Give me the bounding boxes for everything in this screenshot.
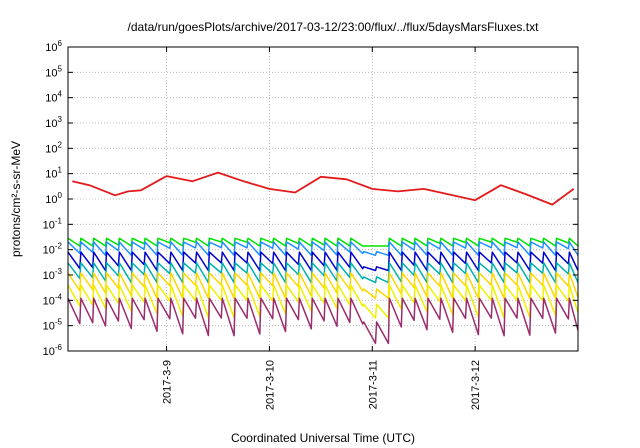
series-line [67, 241, 579, 257]
y-tick-label: 10-1 [43, 216, 63, 231]
x-axis-label: Coordinated Universal Time (UTC) [231, 431, 415, 445]
y-tick-label: 10-3 [43, 267, 63, 282]
y-tick-label: 10-4 [43, 292, 63, 307]
y-tick-label: 102 [45, 140, 62, 155]
x-axis: 2017-3-9 2017-3-10 2017-3-11 2017-3-12 [162, 47, 482, 410]
chart-title: /data/run/goesPlots/archive/2017-03-12/2… [128, 20, 540, 34]
y-tick-label: 103 [45, 115, 62, 130]
x-tick-label: 2017-3-11 [367, 360, 379, 409]
y-tick-label: 101 [45, 166, 62, 181]
y-axis-label: protons/cm²-s-sr-MeV [9, 141, 23, 257]
series-layer [67, 171, 579, 345]
y-tick-label: 10-6 [43, 343, 63, 358]
series-line [72, 171, 575, 206]
x-tick-label: 2017-3-12 [470, 360, 482, 410]
series-line [67, 297, 579, 345]
y-axis: 10-6 10-5 10-4 10-3 10-2 10-1 100 101 102 103 104 1… [43, 39, 578, 358]
y-tick-label: 10-2 [43, 242, 63, 257]
y-tick-label: 106 [45, 39, 62, 54]
x-tick-label: 2017-3-10 [264, 360, 276, 410]
x-tick-label: 2017-3-9 [162, 360, 174, 404]
y-tick-label: 10-5 [43, 318, 63, 333]
y-tick-label: 105 [45, 64, 62, 79]
y-tick-label: 104 [45, 90, 62, 105]
y-tick-label: 100 [45, 191, 62, 206]
